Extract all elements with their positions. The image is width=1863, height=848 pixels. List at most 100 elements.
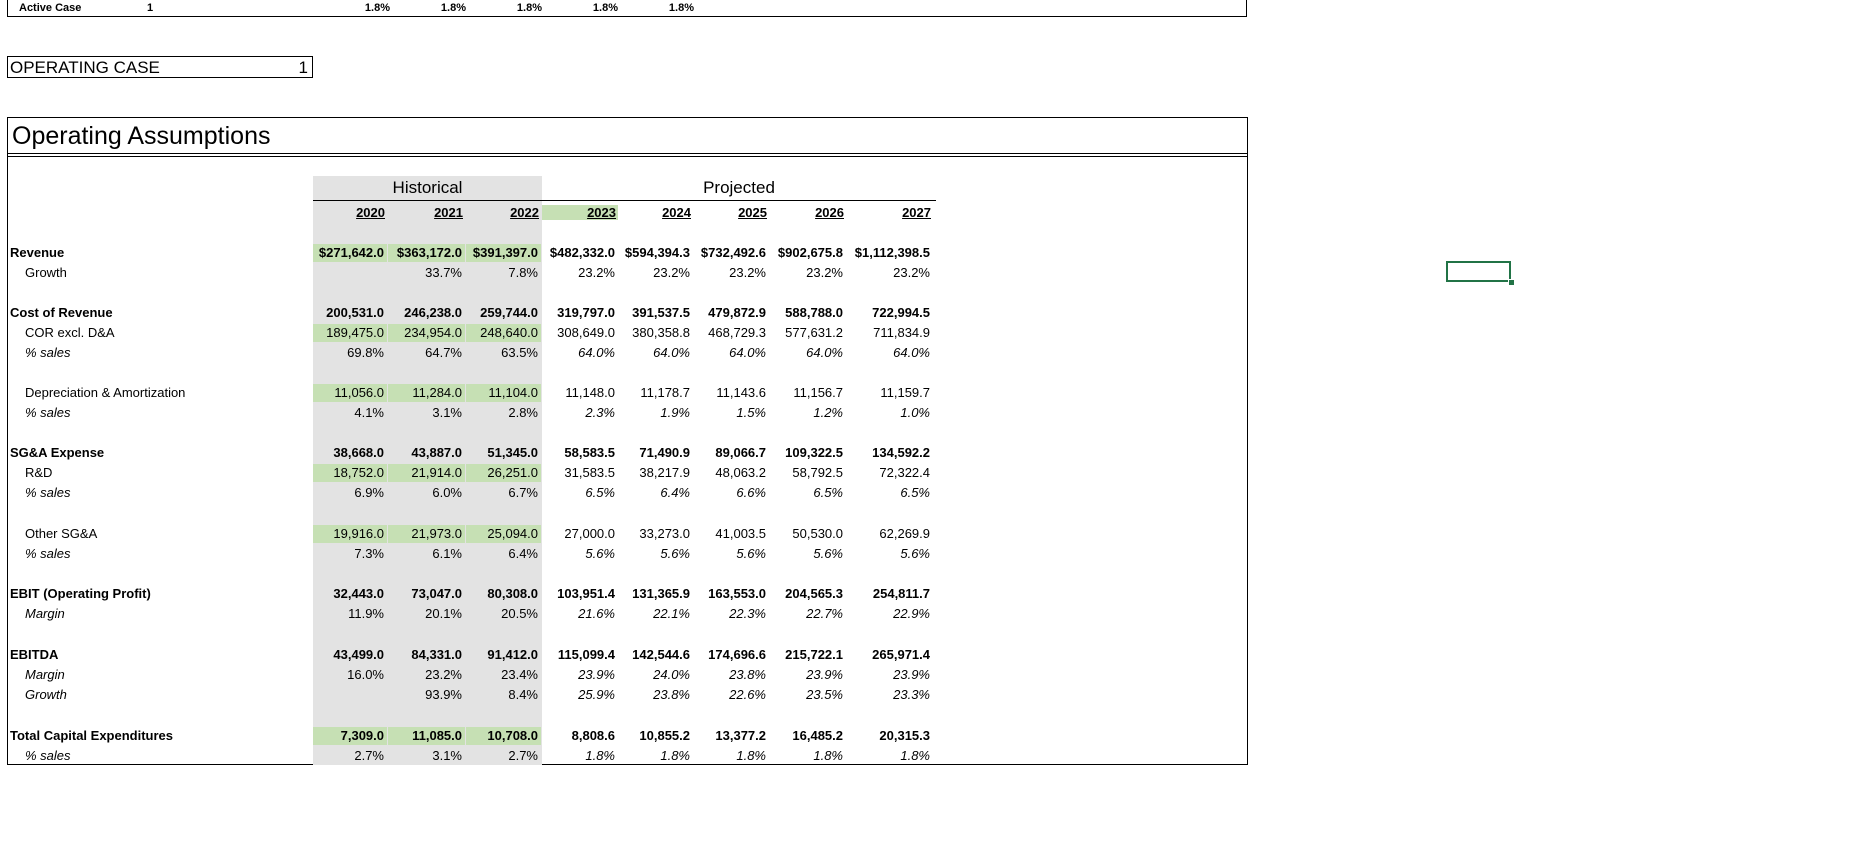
value-cell[interactable]: 11,056.0 bbox=[313, 384, 387, 402]
row-label[interactable]: COR excl. D&A bbox=[25, 325, 115, 340]
value-cell[interactable]: 1.9% bbox=[660, 405, 690, 420]
value-cell[interactable]: 20.5% bbox=[501, 606, 538, 621]
value-cell[interactable]: 21,973.0 bbox=[388, 525, 465, 543]
value-cell[interactable]: 38,668.0 bbox=[333, 445, 384, 460]
value-cell[interactable]: $271,642.0 bbox=[313, 244, 387, 262]
value-cell[interactable]: 189,475.0 bbox=[313, 324, 387, 342]
row-label[interactable]: Total Capital Expenditures bbox=[10, 728, 174, 743]
row-label[interactable]: EBIT (Operating Profit) bbox=[10, 586, 151, 601]
value-cell[interactable]: 72,322.4 bbox=[879, 465, 930, 480]
value-cell[interactable]: 23.4% bbox=[501, 667, 538, 682]
selected-cell-cursor[interactable] bbox=[1446, 261, 1511, 282]
value-cell[interactable]: 8.4% bbox=[508, 687, 538, 702]
value-cell[interactable]: 6.4% bbox=[660, 485, 690, 500]
active-case-value[interactable]: 1.8% bbox=[516, 2, 542, 14]
value-cell[interactable]: 1.2% bbox=[813, 405, 843, 420]
value-cell[interactable]: 11,085.0 bbox=[388, 727, 465, 745]
value-cell[interactable]: 62,269.9 bbox=[879, 526, 930, 541]
value-cell[interactable]: 33,273.0 bbox=[639, 526, 690, 541]
row-label[interactable]: % sales bbox=[25, 345, 71, 360]
value-cell[interactable]: 23.5% bbox=[806, 687, 843, 702]
row-label[interactable]: Margin bbox=[25, 667, 65, 682]
value-cell[interactable]: $363,172.0 bbox=[388, 244, 465, 262]
value-cell[interactable]: 64.0% bbox=[806, 345, 843, 360]
value-cell[interactable]: 259,744.0 bbox=[480, 305, 538, 320]
value-cell[interactable]: 20,315.3 bbox=[879, 728, 930, 743]
value-cell[interactable]: 25,094.0 bbox=[466, 525, 541, 543]
value-cell[interactable]: 588,788.0 bbox=[785, 305, 843, 320]
value-cell[interactable]: 1.8% bbox=[660, 748, 690, 763]
value-cell[interactable]: 23.9% bbox=[806, 667, 843, 682]
row-label[interactable]: Margin bbox=[25, 606, 65, 621]
row-label[interactable]: Depreciation & Amortization bbox=[25, 385, 186, 400]
value-cell[interactable]: 11,178.7 bbox=[640, 385, 690, 400]
value-cell[interactable]: 7.8% bbox=[508, 265, 538, 280]
value-cell[interactable]: 26,251.0 bbox=[466, 464, 541, 482]
value-cell[interactable]: 6.5% bbox=[813, 485, 843, 500]
value-cell[interactable]: 3.1% bbox=[432, 405, 462, 420]
value-cell[interactable]: 22.6% bbox=[729, 687, 766, 702]
value-cell[interactable]: 2.8% bbox=[508, 405, 538, 420]
value-cell[interactable]: 5.6% bbox=[736, 546, 766, 561]
value-cell[interactable]: 22.1% bbox=[653, 606, 690, 621]
value-cell[interactable]: 23.2% bbox=[806, 265, 843, 280]
value-cell[interactable]: 41,003.5 bbox=[715, 526, 766, 541]
row-label[interactable]: Revenue bbox=[10, 245, 65, 260]
active-case-value[interactable]: 1.8% bbox=[668, 2, 694, 14]
value-cell[interactable]: $1,112,398.5 bbox=[854, 245, 930, 260]
value-cell[interactable]: 1.8% bbox=[585, 748, 615, 763]
row-label[interactable]: R&D bbox=[25, 465, 53, 480]
value-cell[interactable]: 5.6% bbox=[585, 546, 615, 561]
row-label[interactable]: % sales bbox=[25, 546, 71, 561]
value-cell[interactable]: 234,954.0 bbox=[388, 324, 465, 342]
value-cell[interactable]: 23.2% bbox=[425, 667, 462, 682]
value-cell[interactable]: 71,490.9 bbox=[639, 445, 690, 460]
value-cell[interactable]: 23.2% bbox=[653, 265, 690, 280]
value-cell[interactable]: 6.0% bbox=[432, 485, 462, 500]
active-case-value[interactable]: 1.8% bbox=[592, 2, 618, 14]
value-cell[interactable]: 7.3% bbox=[354, 546, 384, 561]
value-cell[interactable]: 6.1% bbox=[432, 546, 462, 561]
value-cell[interactable]: 722,994.5 bbox=[872, 305, 930, 320]
value-cell[interactable]: 51,345.0 bbox=[487, 445, 538, 460]
value-cell[interactable]: 38,217.9 bbox=[639, 465, 690, 480]
value-cell[interactable]: 131,365.9 bbox=[632, 586, 690, 601]
value-cell[interactable]: 22.7% bbox=[806, 606, 843, 621]
value-cell[interactable]: 200,531.0 bbox=[326, 305, 384, 320]
year-header-cell[interactable]: 2021 bbox=[434, 205, 463, 220]
value-cell[interactable]: 6.5% bbox=[585, 485, 615, 500]
value-cell[interactable]: 50,530.0 bbox=[792, 526, 843, 541]
value-cell[interactable]: 64.7% bbox=[425, 345, 462, 360]
value-cell[interactable]: 58,792.5 bbox=[792, 465, 843, 480]
value-cell[interactable]: 24.0% bbox=[653, 667, 690, 682]
value-cell[interactable]: 391,537.5 bbox=[632, 305, 690, 320]
value-cell[interactable]: 319,797.0 bbox=[557, 305, 615, 320]
value-cell[interactable]: 32,443.0 bbox=[333, 586, 384, 601]
year-header-cell[interactable]: 2022 bbox=[510, 205, 539, 220]
value-cell[interactable]: 2.7% bbox=[508, 748, 538, 763]
value-cell[interactable]: 6.7% bbox=[508, 485, 538, 500]
value-cell[interactable]: 63.5% bbox=[501, 345, 538, 360]
value-cell[interactable]: 1.8% bbox=[736, 748, 766, 763]
value-cell[interactable]: 204,565.3 bbox=[785, 586, 843, 601]
row-label[interactable]: % sales bbox=[25, 405, 71, 420]
value-cell[interactable]: 10,855.2 bbox=[639, 728, 690, 743]
value-cell[interactable]: 20.1% bbox=[425, 606, 462, 621]
value-cell[interactable]: 3.1% bbox=[432, 748, 462, 763]
value-cell[interactable]: 6.9% bbox=[354, 485, 384, 500]
value-cell[interactable]: 1.8% bbox=[813, 748, 843, 763]
row-label[interactable]: Other SG&A bbox=[25, 526, 98, 541]
value-cell[interactable]: 11,143.6 bbox=[716, 385, 766, 400]
value-cell[interactable]: 23.8% bbox=[729, 667, 766, 682]
value-cell[interactable]: 64.0% bbox=[578, 345, 615, 360]
value-cell[interactable]: 80,308.0 bbox=[487, 586, 538, 601]
value-cell[interactable]: 11,284.0 bbox=[388, 384, 465, 402]
year-header-cell[interactable]: 2023 bbox=[542, 205, 618, 220]
value-cell[interactable]: 21,914.0 bbox=[388, 464, 465, 482]
value-cell[interactable]: 18,752.0 bbox=[313, 464, 387, 482]
value-cell[interactable]: 21.6% bbox=[578, 606, 615, 621]
value-cell[interactable]: 48,063.2 bbox=[715, 465, 766, 480]
value-cell[interactable]: 11,104.0 bbox=[466, 384, 541, 402]
value-cell[interactable]: $902,675.8 bbox=[777, 245, 843, 260]
value-cell[interactable]: 93.9% bbox=[425, 687, 462, 702]
